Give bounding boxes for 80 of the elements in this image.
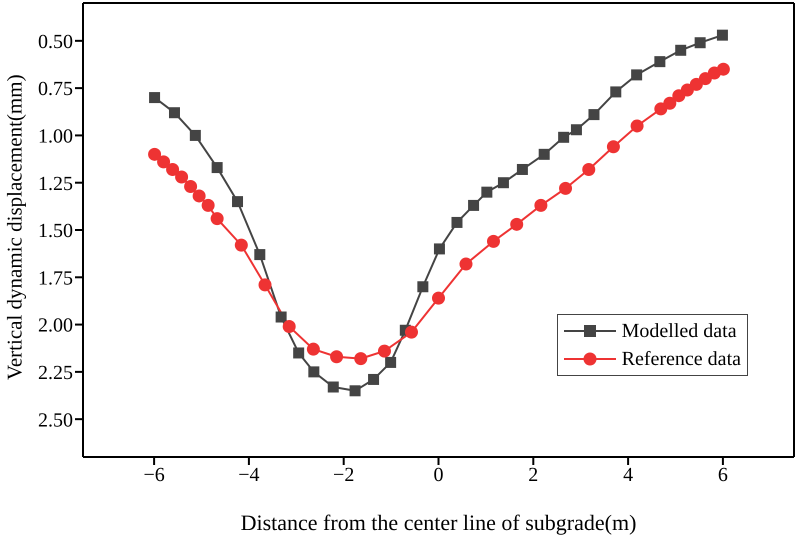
y-tick-label: 2.50 [38, 409, 73, 432]
y-tick-label: 0.50 [38, 30, 73, 53]
point [308, 366, 320, 378]
point [510, 218, 524, 231]
point [459, 258, 472, 271]
point [404, 326, 418, 339]
point [190, 130, 201, 141]
point [282, 320, 296, 333]
point [368, 374, 380, 385]
point [354, 352, 368, 366]
point [417, 281, 428, 292]
point [690, 78, 703, 91]
point [378, 344, 391, 358]
point [481, 186, 492, 198]
legend-label: Modelled data [622, 320, 737, 342]
y-tick-label: 0.75 [38, 78, 73, 100]
point [254, 249, 266, 260]
point [534, 198, 548, 212]
point [210, 212, 224, 226]
point [451, 216, 462, 228]
point [192, 189, 206, 202]
point [184, 180, 198, 193]
y-axis-title: Vertical dynamic displacement(mm) [2, 74, 26, 380]
point [234, 238, 248, 252]
point [654, 102, 668, 116]
point [675, 44, 686, 56]
point [570, 124, 582, 136]
point [148, 148, 162, 161]
point [166, 162, 180, 176]
point [202, 198, 215, 212]
point [631, 69, 642, 80]
point [385, 356, 396, 368]
x-tick-label: −6 [143, 464, 165, 486]
x-tick-label: 6 [718, 464, 728, 486]
point [276, 312, 287, 323]
point [258, 278, 272, 292]
y-tick-label: 1.50 [38, 220, 73, 242]
point [694, 37, 706, 48]
point [498, 177, 509, 188]
y-tick-label: 1.75 [38, 267, 73, 290]
point [306, 342, 320, 356]
point [558, 132, 570, 143]
y-tick-label: 1.00 [38, 126, 73, 148]
point [328, 382, 339, 393]
x-tick-label: 2 [528, 464, 538, 486]
x-tick-label: 4 [623, 464, 634, 486]
point [588, 109, 600, 120]
point [680, 84, 694, 97]
point [149, 92, 160, 104]
point [175, 170, 188, 184]
point [654, 56, 666, 68]
point [468, 200, 480, 211]
x-axis-title: Distance from the center line of subgrade(m) [240, 510, 636, 535]
point [610, 86, 622, 98]
x-tick-label: −4 [238, 464, 260, 486]
point [157, 155, 170, 168]
legend-label: Reference data [622, 348, 741, 370]
point [434, 243, 445, 254]
y-tick-label: 2.25 [38, 362, 73, 384]
point [350, 385, 361, 396]
point [630, 119, 644, 132]
point [559, 182, 572, 195]
point [582, 162, 596, 176]
point [716, 62, 730, 76]
point [168, 107, 180, 118]
y-tick-label: 1.25 [38, 172, 73, 195]
point [663, 96, 676, 110]
x-tick-label: −2 [333, 464, 354, 486]
point [432, 292, 445, 305]
y-tick-label: 2.00 [38, 314, 73, 337]
point [232, 196, 244, 208]
point [716, 30, 728, 41]
point [293, 347, 304, 358]
point [538, 148, 550, 160]
x-tick-label: 0 [434, 464, 444, 486]
point [516, 164, 528, 175]
point [486, 234, 500, 248]
point [606, 140, 620, 154]
point [330, 350, 344, 364]
point [212, 162, 223, 174]
